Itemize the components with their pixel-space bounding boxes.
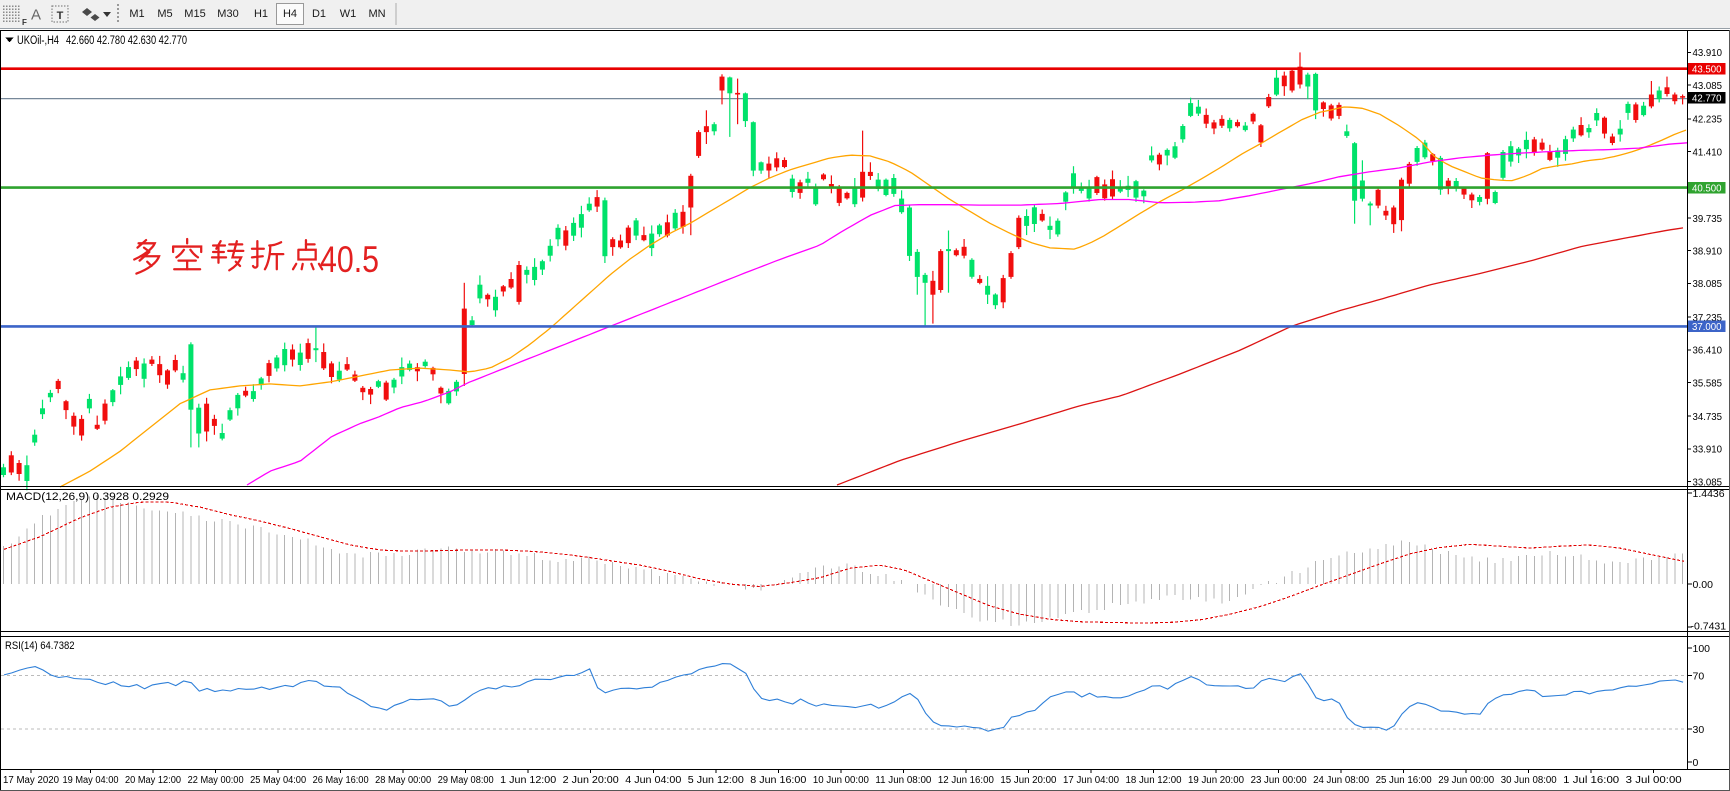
svg-text:1 Jul 16:00: 1 Jul 16:00: [1563, 775, 1619, 786]
svg-text:33.910: 33.910: [1693, 444, 1723, 456]
svg-text:34.735: 34.735: [1693, 411, 1723, 423]
svg-text:40.5: 40.5: [320, 239, 379, 280]
svg-text:43.500: 43.500: [1692, 65, 1722, 76]
svg-text:42.235: 42.235: [1693, 114, 1723, 126]
svg-text:36.410: 36.410: [1693, 345, 1723, 357]
svg-text:UKOil-,H4: UKOil-,H4: [17, 35, 59, 47]
svg-text:15 Jun 20:00: 15 Jun 20:00: [1000, 775, 1056, 786]
svg-text:0.00: 0.00: [1693, 579, 1714, 591]
svg-text:3 Jul 00:00: 3 Jul 00:00: [1626, 775, 1682, 786]
svg-text:28 May 00:00: 28 May 00:00: [375, 775, 431, 786]
svg-text:T: T: [57, 10, 64, 22]
svg-text:F: F: [22, 18, 27, 27]
svg-text:-0.7431: -0.7431: [1691, 621, 1727, 633]
svg-text:38.910: 38.910: [1693, 246, 1723, 258]
svg-text:43.085: 43.085: [1693, 80, 1723, 92]
svg-text:2 Jun 20:00: 2 Jun 20:00: [563, 775, 619, 786]
svg-text:MACD(12,26,9) 0.3928 0.2929: MACD(12,26,9) 0.3928 0.2929: [6, 491, 169, 503]
svg-text:30 Jun 08:00: 30 Jun 08:00: [1501, 775, 1557, 786]
svg-text:23 Jun 00:00: 23 Jun 00:00: [1251, 775, 1307, 786]
svg-text:100: 100: [1693, 643, 1711, 655]
svg-text:5 Jun 12:00: 5 Jun 12:00: [688, 775, 744, 786]
svg-text:19 Jun 20:00: 19 Jun 20:00: [1188, 775, 1244, 786]
svg-text:1 Jun 12:00: 1 Jun 12:00: [500, 775, 556, 786]
svg-text:0: 0: [1693, 757, 1699, 769]
svg-text:1.4436: 1.4436: [1693, 488, 1725, 500]
svg-text:37.000: 37.000: [1692, 322, 1722, 333]
svg-text:19 May 04:00: 19 May 04:00: [63, 775, 119, 786]
svg-text:29 May 08:00: 29 May 08:00: [438, 775, 494, 786]
svg-text:10 Jun 00:00: 10 Jun 00:00: [813, 775, 869, 786]
svg-text:A: A: [31, 7, 41, 24]
svg-text:30: 30: [1693, 724, 1705, 736]
svg-text:11 Jun 08:00: 11 Jun 08:00: [875, 775, 931, 786]
svg-text:12 Jun 16:00: 12 Jun 16:00: [938, 775, 994, 786]
svg-text:4 Jun 04:00: 4 Jun 04:00: [625, 775, 681, 786]
svg-text:35.585: 35.585: [1693, 377, 1723, 389]
svg-text:25 Jun 16:00: 25 Jun 16:00: [1376, 775, 1432, 786]
svg-text:17 May 2020: 17 May 2020: [3, 775, 59, 786]
svg-text:20 May 12:00: 20 May 12:00: [125, 775, 181, 786]
svg-text:RSI(14) 64.7382: RSI(14) 64.7382: [5, 640, 75, 652]
svg-text:29 Jun 00:00: 29 Jun 00:00: [1438, 775, 1494, 786]
svg-text:39.735: 39.735: [1693, 213, 1723, 225]
svg-text:25 May 04:00: 25 May 04:00: [250, 775, 306, 786]
svg-text:26 May 16:00: 26 May 16:00: [313, 775, 369, 786]
svg-text:42.660 42.780 42.630 42.770: 42.660 42.780 42.630 42.770: [66, 35, 187, 47]
svg-text:41.410: 41.410: [1693, 146, 1723, 158]
svg-text:18 Jun 12:00: 18 Jun 12:00: [1126, 775, 1182, 786]
svg-text:42.770: 42.770: [1692, 94, 1722, 105]
svg-text:17 Jun 04:00: 17 Jun 04:00: [1063, 775, 1119, 786]
svg-text:24 Jun 08:00: 24 Jun 08:00: [1313, 775, 1369, 786]
svg-text:33.085: 33.085: [1693, 477, 1723, 489]
svg-text:8 Jun 16:00: 8 Jun 16:00: [750, 775, 806, 786]
svg-text:38.085: 38.085: [1693, 278, 1723, 290]
svg-text:22 May 00:00: 22 May 00:00: [188, 775, 244, 786]
svg-text:43.910: 43.910: [1693, 47, 1723, 59]
svg-text:70: 70: [1693, 671, 1705, 683]
svg-text:40.500: 40.500: [1692, 183, 1722, 194]
